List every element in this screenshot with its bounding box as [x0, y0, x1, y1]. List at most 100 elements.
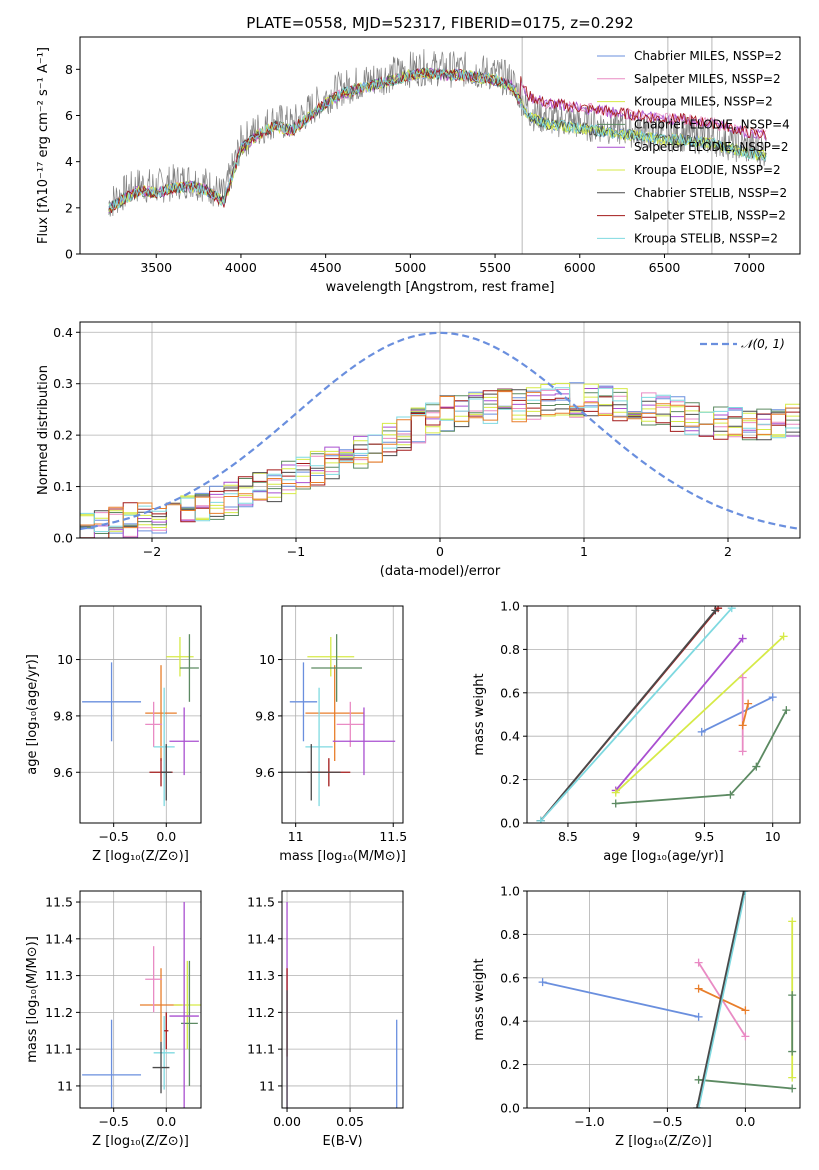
error-bar-point — [169, 707, 199, 776]
weight-marker — [694, 958, 703, 967]
error-bar-point — [152, 1041, 170, 1094]
x-tick-label: −1.0 — [574, 1114, 604, 1129]
weight-marker — [611, 788, 620, 797]
error-bar-point — [153, 1016, 175, 1090]
weight-marker — [694, 1075, 703, 1084]
weight-line — [697, 891, 747, 1108]
y-tick-label: 10 — [259, 652, 275, 667]
legend-label: Chabrier STELIB, NSSP=2 — [634, 186, 787, 200]
plot-area — [82, 902, 201, 1108]
error-bar-point — [82, 1019, 142, 1108]
weight-marker — [782, 706, 791, 715]
error-bar-point — [336, 701, 364, 747]
x-tick-label: 9 — [632, 829, 640, 844]
plot-area — [108, 37, 767, 254]
weight-line — [696, 891, 745, 1108]
legend-label: Salpeter ELODIE, NSSP=2 — [634, 140, 789, 154]
y-tick-label: 11.5 — [247, 895, 275, 910]
y-axis-label: mass [log₁₀(M/M⊙)] — [25, 936, 40, 1063]
y-tick-label: 11.3 — [45, 968, 73, 983]
weight-marker — [788, 917, 797, 926]
y-tick-label: 11.4 — [247, 931, 275, 946]
x-tick-label: 5500 — [479, 260, 511, 275]
y-tick-label: 0.8 — [500, 927, 520, 942]
figure-title: PLATE=0558, MJD=52317, FIBERID=0175, z=0… — [246, 14, 633, 32]
axes-frame — [79, 36, 801, 255]
panel-age-vs-Z: −0.5 0.0 9.6 9.8 10 Z [log₁₀(Z/Z⊙)] age [log₁₀… — [25, 605, 202, 864]
axes-frame — [281, 605, 404, 824]
weight-marker — [697, 727, 706, 736]
x-tick-label: 4500 — [310, 260, 342, 275]
y-tick-label: 0.2 — [53, 428, 73, 443]
weight-marker — [711, 606, 720, 615]
error-bar-point — [145, 946, 163, 1013]
y-tick-label: 10 — [57, 652, 73, 667]
gaussian-curve — [80, 331, 800, 531]
weight-marker — [768, 693, 777, 702]
error-bar-point — [161, 744, 172, 801]
weight-line — [542, 981, 699, 1018]
y-tick-label: 0.2 — [500, 1057, 520, 1072]
weight-marker — [693, 1104, 702, 1108]
x-tick-label: 6000 — [564, 260, 596, 275]
weight-marker — [741, 1006, 750, 1015]
x-axis-label: (data-model)/error — [380, 564, 501, 579]
x-axis-label: mass [log₁₀(M/M⊙)] — [279, 849, 406, 864]
x-tick-label: −0.5 — [98, 1114, 128, 1129]
plot-area — [82, 634, 199, 807]
weight-line — [701, 696, 774, 733]
residual-histogram-10 — [80, 391, 800, 538]
error-bar-point — [153, 687, 175, 807]
y-tick-label: 0.4 — [500, 729, 520, 744]
panel-spectrum: Chabrier MILES, NSSP=2 Salpeter MILES, NS… — [36, 36, 801, 295]
y-tick-label: 2 — [65, 200, 73, 215]
y-tick-label: 11.2 — [247, 1005, 275, 1020]
y-tick-label: 0 — [65, 247, 73, 262]
x-tick-label: 11 — [288, 829, 304, 844]
y-tick-label: 0.4 — [500, 1014, 520, 1029]
x-tick-label: 4000 — [225, 260, 257, 275]
error-bar-point — [82, 662, 142, 742]
weight-line — [540, 607, 733, 822]
x-tick-label: 10 — [765, 829, 781, 844]
weight-line — [540, 609, 717, 822]
x-tick-label: 0.0 — [156, 1114, 176, 1129]
weight-marker — [779, 632, 788, 641]
error-bar-point — [305, 687, 333, 807]
x-axis-label: Z [log₁₀(Z/Z⊙)] — [615, 1134, 712, 1149]
weight-line — [615, 709, 788, 805]
y-tick-label: 0.0 — [53, 531, 73, 546]
y-tick-label: 0.1 — [53, 479, 73, 494]
error-bar-point — [145, 665, 177, 761]
axes-frame — [79, 605, 202, 824]
error-bar-point — [305, 665, 364, 761]
y-tick-label: 11 — [57, 1078, 73, 1093]
legend-label: Kroupa ELODIE, NSSP=2 — [634, 163, 781, 177]
panel-residuals: 𝒩(0, 1) −2 −1 0 1 2 0.0 0.1 0.2 0.3 0.4 (data-model… — [36, 321, 801, 579]
weight-marker — [738, 673, 747, 682]
panel-age-vs-mass: 11 11.5 9.6 9.8 10 mass [log₁₀(M/M⊙)] — [255, 605, 407, 864]
x-tick-label: 0.0 — [156, 829, 176, 844]
x-tick-label: 8.5 — [558, 829, 578, 844]
weight-line — [615, 637, 744, 792]
weight-marker — [727, 606, 736, 613]
weight-line — [698, 1078, 793, 1090]
error-bar-point — [173, 960, 201, 1050]
x-tick-label: 7000 — [733, 260, 765, 275]
y-tick-label: 1.0 — [500, 884, 520, 899]
x-axis-label: wavelength [Angstrom, rest frame] — [326, 280, 555, 295]
model-spectrum-8 — [108, 67, 767, 214]
x-tick-label: −0.5 — [652, 1114, 682, 1129]
weight-marker — [611, 799, 620, 808]
y-axis-label: Flux [fλ10⁻¹⁷ erg cm⁻² s⁻¹ A⁻¹] — [36, 47, 51, 244]
legend-label: 𝒩(0, 1) — [741, 337, 785, 351]
weight-marker — [738, 634, 747, 643]
y-axis-label: Normed distribution — [36, 365, 51, 495]
y-tick-label: 11 — [259, 1078, 275, 1093]
y-tick-label: 6 — [65, 108, 73, 123]
y-tick-label: 11.4 — [45, 931, 73, 946]
legend-label: Chabrier MILES, NSSP=2 — [634, 49, 782, 63]
weight-marker — [744, 699, 753, 708]
y-tick-label: 0.6 — [500, 970, 520, 985]
weight-marker — [788, 991, 797, 1000]
